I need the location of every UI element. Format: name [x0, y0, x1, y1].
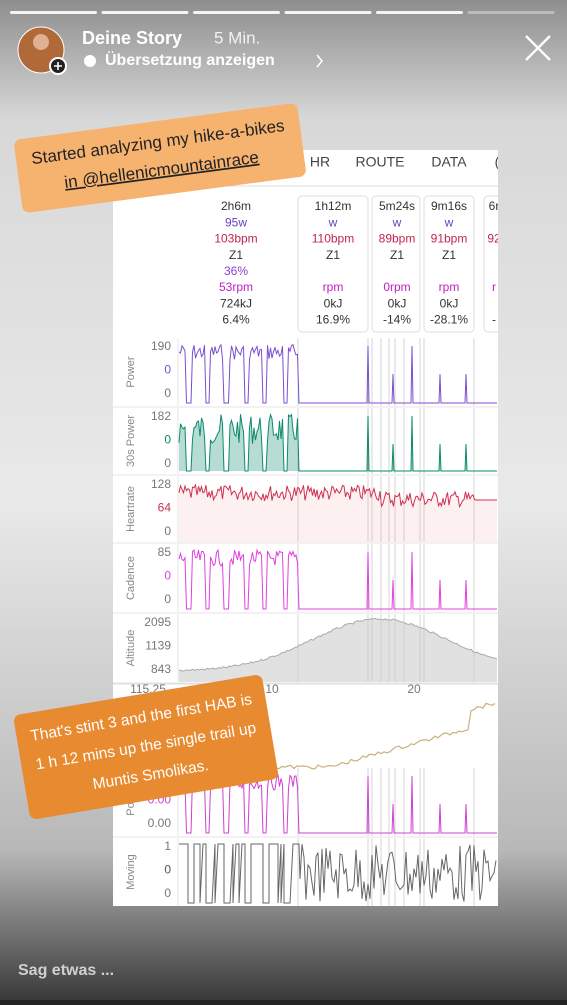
tick-label: 0	[164, 524, 171, 538]
progress-bar	[101, 11, 189, 14]
stat-value: w	[444, 215, 454, 229]
tick-label: 1	[164, 839, 171, 853]
tick-label: 182	[151, 409, 171, 423]
progress-bar	[193, 11, 280, 14]
x-label: 10	[265, 682, 279, 696]
tick-label: 85	[158, 545, 172, 559]
trace	[178, 343, 497, 404]
stat-value: 110bpm	[312, 232, 354, 246]
stat-box	[371, 195, 421, 333]
tick-label: 0	[164, 386, 171, 400]
stat-value: 103bpm	[214, 232, 257, 246]
progress-bar	[284, 11, 372, 14]
username[interactable]: Deine Story	[82, 28, 182, 48]
translate-link[interactable]: Übersetzung anzeigen	[105, 50, 275, 69]
add-icon	[54, 62, 62, 70]
trace	[178, 483, 497, 509]
tick-label: 2095	[144, 615, 171, 629]
sticker-background	[14, 103, 306, 213]
stat-value: rpm	[323, 280, 344, 294]
stat-box	[297, 195, 369, 333]
stat-value: 53rpm	[219, 280, 253, 294]
stat-value: 1h12m	[315, 199, 352, 213]
reply-input[interactable]: Sag etwas ...	[18, 962, 114, 979]
stat-value: r	[492, 280, 496, 294]
tick-label: 0.00	[148, 816, 172, 830]
tick-label: 0	[164, 363, 171, 377]
trace	[178, 617, 498, 672]
stat-box	[483, 195, 498, 333]
tick-label: 64	[158, 501, 172, 515]
trace	[178, 773, 497, 834]
tick-label: 0	[164, 569, 171, 583]
sticker-1: Started analyzing my hike-a-bikes in @he…	[14, 103, 306, 213]
stat-value: -28.1%	[430, 313, 468, 327]
tick-label: 0	[164, 433, 171, 447]
stat-value: 2h6m	[221, 199, 251, 213]
panel-label: 30s Power	[125, 415, 137, 467]
stat-value: 724kJ	[220, 296, 252, 310]
stat-value: Z1	[390, 248, 404, 262]
progress-bars	[10, 11, 555, 14]
progress-bar	[10, 11, 97, 14]
tab[interactable]: (	[495, 154, 500, 170]
stat-value: Z1	[442, 248, 456, 262]
tick-label: 0	[164, 456, 171, 470]
tab[interactable]: HR	[310, 154, 330, 170]
stat-box	[423, 195, 475, 333]
stat-value: Z1	[326, 248, 340, 262]
tick-label: 0	[164, 886, 171, 900]
sticker-background	[14, 674, 278, 820]
tick-label: 128	[151, 477, 171, 491]
panel-label: Altitude	[125, 630, 137, 667]
stat-value: 6r	[489, 199, 500, 213]
stat-value: 6.4%	[222, 313, 250, 327]
tick-label: 0	[164, 863, 171, 877]
trace	[179, 843, 497, 904]
tab[interactable]: ROUTE	[356, 154, 405, 170]
stat-value: 9m16s	[431, 199, 467, 213]
translate-icon	[84, 55, 96, 67]
avatar-face	[33, 34, 49, 50]
tick-label: 843	[151, 662, 171, 676]
tick-label: 190	[151, 339, 171, 353]
screenshot-content: OWERHRROUTEDATA(2h6m95w103bpmZ136%53rpm7…	[113, 154, 501, 906]
tick-label: 0	[164, 592, 171, 606]
stat-value: 0kJ	[440, 296, 459, 310]
trace	[178, 548, 497, 610]
chevron	[316, 54, 324, 68]
stat-value: 0kJ	[388, 296, 407, 310]
stat-value: 91bpm	[431, 232, 468, 246]
trace-area	[179, 618, 497, 682]
stat-value: 95w	[225, 215, 247, 229]
panel-label: Power	[125, 356, 137, 388]
stat-value: w	[328, 215, 338, 229]
close-button[interactable]	[525, 35, 551, 61]
stat-value: 5m24s	[379, 199, 415, 213]
post-time: 5 Min.	[214, 28, 260, 47]
trace	[178, 412, 497, 472]
stat-value: 16.9%	[316, 313, 350, 327]
panel-label: Moving	[125, 854, 137, 889]
stat-value: rpm	[439, 280, 460, 294]
progress-bar	[376, 11, 463, 14]
stat-value: 92	[487, 232, 501, 246]
tick-label: 1139	[145, 639, 171, 653]
stat-value: -14%	[383, 313, 411, 327]
x-label: 20	[407, 682, 421, 696]
trace-area	[179, 485, 497, 542]
stat-value: 89bpm	[379, 232, 416, 246]
tab[interactable]: DATA	[431, 154, 467, 170]
stat-value: w	[392, 215, 402, 229]
progress-bar	[467, 11, 555, 14]
stat-value: 0rpm	[383, 280, 410, 294]
panel-label: Cadence	[125, 556, 137, 600]
stat-value: Z1	[229, 248, 243, 262]
stat-value: 0kJ	[324, 296, 343, 310]
stat-value: -	[492, 313, 496, 327]
stat-value: 36%	[224, 264, 248, 278]
panel-label: Heartrate	[125, 486, 137, 532]
